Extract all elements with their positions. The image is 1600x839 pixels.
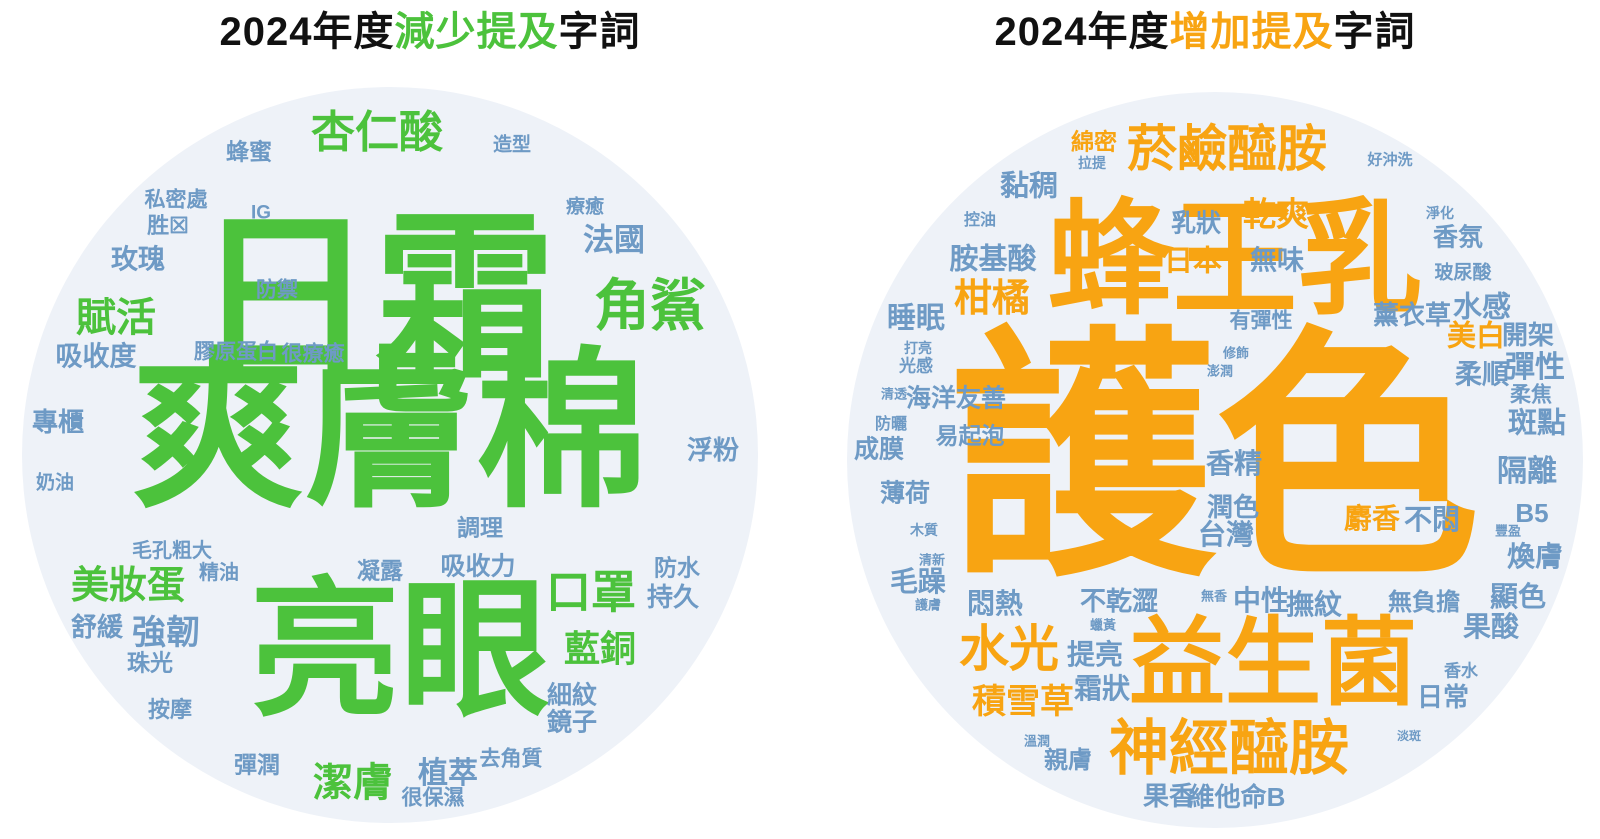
title-segment: 2024年度 (994, 10, 1170, 54)
title-segment: 增加提及 (1169, 10, 1334, 54)
title-segment: 2024年度 (219, 10, 395, 54)
decreased-words-title: 2024年度減少提及字詞 (170, 6, 690, 58)
title-segment: 減少提及 (394, 10, 559, 54)
increased-cloud-circle (847, 92, 1583, 828)
decreased-cloud-circle (22, 87, 758, 823)
increased-words-title: 2024年度增加提及字詞 (945, 6, 1465, 58)
title-segment: 字詞 (1333, 10, 1416, 54)
title-segment: 字詞 (558, 10, 641, 54)
